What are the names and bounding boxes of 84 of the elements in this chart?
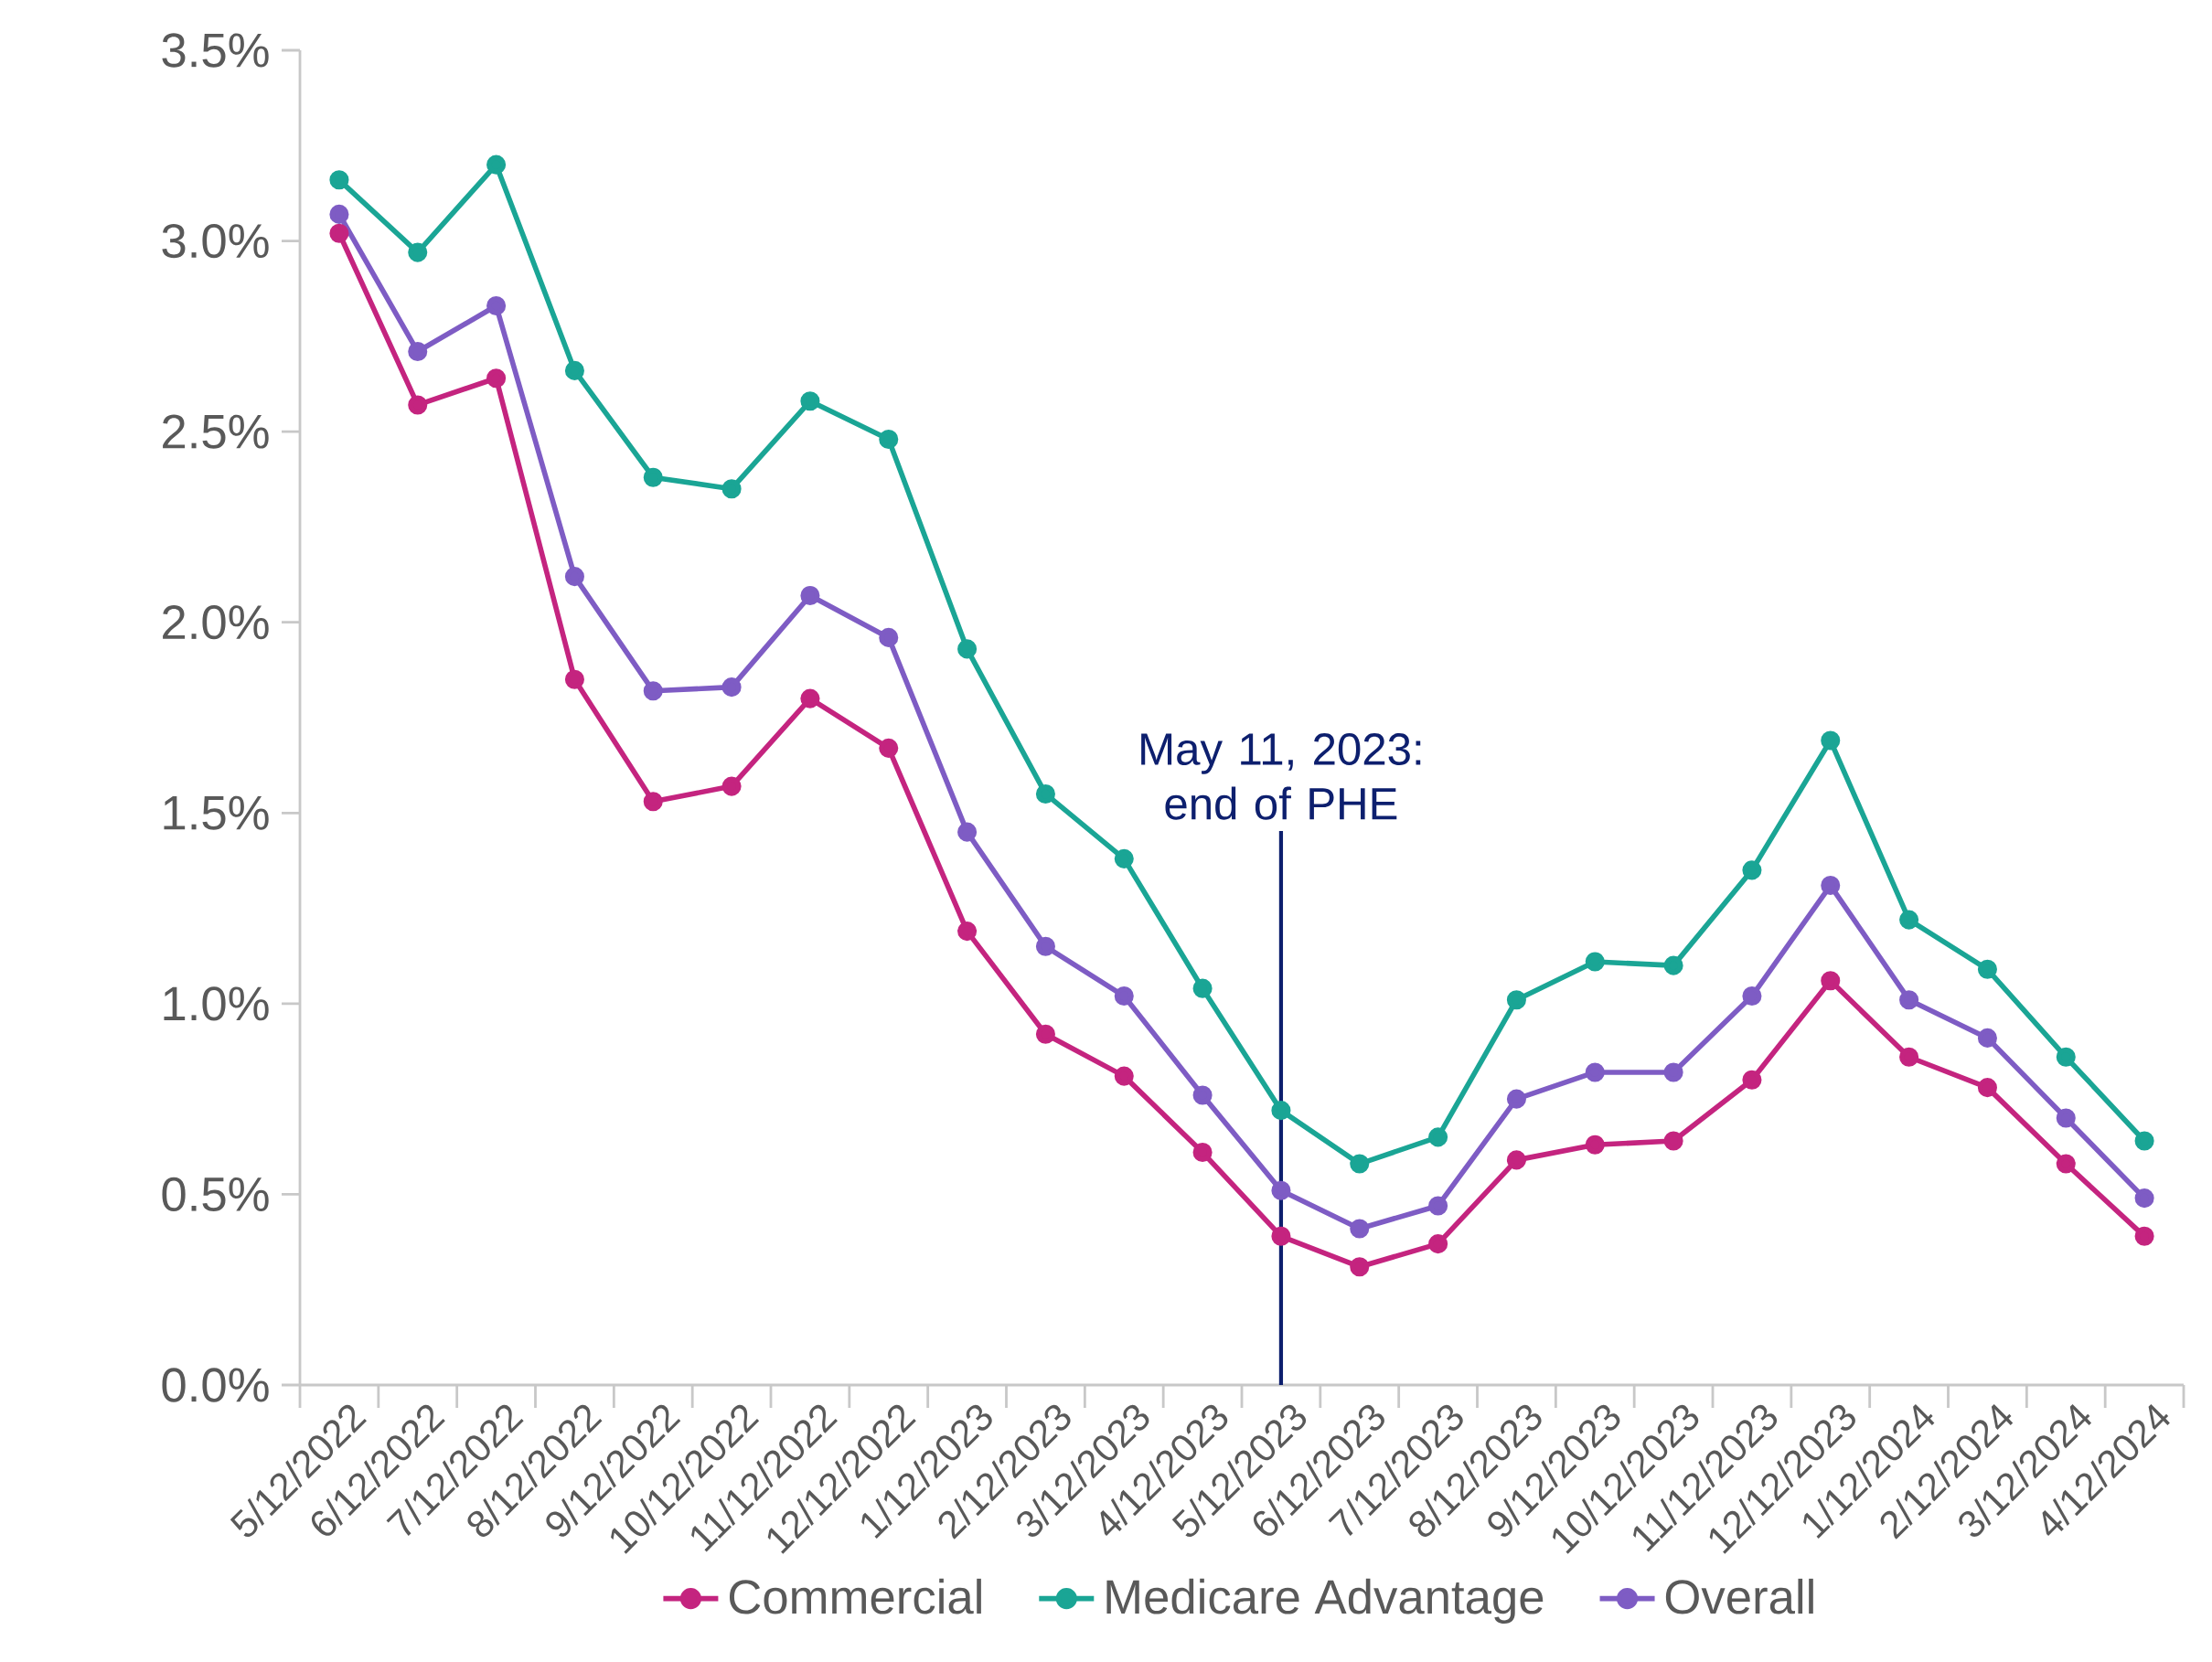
point	[1899, 910, 1919, 930]
point	[1114, 1066, 1134, 1086]
legend-label: Commercial	[729, 1578, 981, 1614]
point	[1977, 1028, 1997, 1048]
point	[1428, 1127, 1448, 1147]
point	[564, 567, 584, 587]
point	[879, 738, 899, 758]
point	[1977, 959, 1997, 979]
point	[1192, 1085, 1213, 1105]
point	[1271, 1101, 1291, 1121]
point	[1506, 1089, 1526, 1109]
point	[1428, 1196, 1448, 1216]
ref-line-label: May 11, 2023: end of PHE	[1141, 733, 1421, 820]
point	[329, 170, 349, 190]
point	[1035, 936, 1055, 956]
y-tick-label: 3.0%	[162, 223, 269, 259]
point	[1585, 1135, 1605, 1155]
point	[1821, 876, 1841, 896]
legend-label: Overall	[1665, 1578, 1813, 1614]
point	[2056, 1154, 2076, 1174]
point	[800, 585, 820, 606]
point	[1192, 978, 1213, 998]
point	[1271, 1226, 1291, 1246]
point	[721, 479, 742, 499]
point	[1821, 971, 1841, 991]
point	[329, 223, 349, 243]
point	[408, 395, 428, 415]
legend-label: Medicare Advantage	[1106, 1578, 1544, 1624]
point	[879, 429, 899, 450]
point	[1035, 1024, 1055, 1044]
point	[486, 154, 507, 175]
y-tick-label: 2.5%	[163, 414, 269, 449]
point	[800, 391, 820, 411]
y-tick-label: 0.5%	[162, 1177, 269, 1212]
point	[643, 792, 663, 812]
point	[957, 822, 978, 842]
point	[1899, 1047, 1919, 1067]
point	[1506, 990, 1526, 1010]
point	[957, 922, 978, 942]
point	[643, 467, 663, 487]
point	[1742, 860, 1762, 880]
point	[1350, 1154, 1370, 1174]
point	[564, 360, 584, 380]
y-tick-label: 1.5%	[164, 795, 269, 830]
point	[800, 688, 820, 708]
point	[1350, 1219, 1370, 1239]
point	[2056, 1047, 2076, 1067]
point	[721, 677, 742, 698]
point	[1663, 955, 1683, 975]
point	[486, 368, 507, 389]
point	[1585, 1062, 1605, 1082]
point	[329, 204, 349, 224]
y-tick-label: 2.0%	[163, 605, 269, 640]
point	[1114, 848, 1134, 868]
point	[408, 242, 428, 262]
point	[643, 681, 663, 701]
point	[1899, 990, 1919, 1010]
y-tick-label: 0.0%	[162, 1368, 269, 1402]
point	[1192, 1143, 1213, 1163]
point	[2134, 1131, 2154, 1151]
point	[2056, 1108, 2076, 1128]
point	[2134, 1226, 2154, 1246]
point	[1114, 985, 1134, 1007]
point	[1035, 783, 1055, 804]
point	[1821, 730, 1841, 751]
point	[1663, 1131, 1683, 1151]
y-tick-label: 1.0%	[164, 986, 269, 1021]
point	[1585, 952, 1605, 972]
point	[1506, 1150, 1526, 1170]
point	[2134, 1188, 2154, 1209]
point	[1977, 1078, 1997, 1098]
point	[1428, 1234, 1448, 1254]
point	[486, 295, 507, 316]
point	[1742, 985, 1762, 1007]
point	[1350, 1257, 1370, 1277]
y-tick-label: 3.5%	[162, 33, 269, 68]
point	[957, 639, 978, 659]
point	[1663, 1062, 1683, 1082]
point	[879, 627, 899, 647]
point	[564, 669, 584, 689]
point	[408, 342, 428, 362]
point	[721, 776, 742, 796]
point	[1271, 1180, 1291, 1200]
point	[1742, 1070, 1762, 1090]
